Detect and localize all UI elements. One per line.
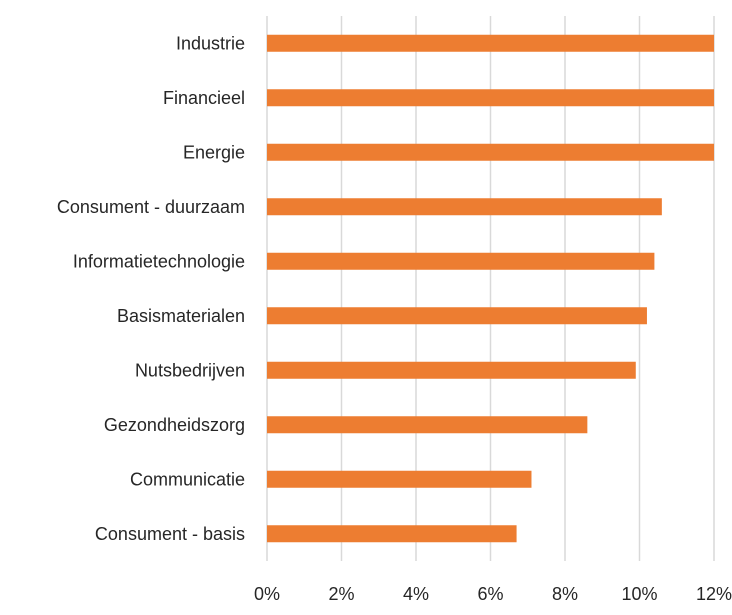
bar bbox=[267, 34, 714, 52]
category-label: Energie bbox=[183, 142, 245, 162]
x-tick-label: 12% bbox=[696, 584, 732, 604]
category-label: Consument - basis bbox=[95, 524, 245, 544]
bar bbox=[267, 470, 532, 488]
bar bbox=[267, 198, 662, 216]
category-label: Nutsbedrijven bbox=[135, 360, 245, 380]
bar bbox=[267, 307, 647, 325]
category-labels: Industrie Financieel Energie Consument - du… bbox=[57, 33, 245, 544]
bar bbox=[267, 252, 655, 270]
x-tick-label: 2% bbox=[328, 584, 354, 604]
x-tick-label: 8% bbox=[552, 584, 578, 604]
category-label: Gezondheidszorg bbox=[104, 415, 245, 435]
x-tick-label: 4% bbox=[403, 584, 429, 604]
x-tick-label: 0% bbox=[254, 584, 280, 604]
bar bbox=[267, 89, 714, 107]
gridlines bbox=[266, 16, 715, 561]
bars bbox=[267, 34, 714, 543]
category-label: Consument - duurzaam bbox=[57, 197, 245, 217]
category-label: Communicatie bbox=[130, 469, 245, 489]
bar bbox=[267, 143, 714, 161]
bar bbox=[267, 525, 517, 543]
x-tick-label: 10% bbox=[621, 584, 657, 604]
x-tick-label: 6% bbox=[477, 584, 503, 604]
category-label: Basismaterialen bbox=[117, 306, 245, 326]
bar bbox=[267, 361, 636, 379]
x-tick-labels: 0% 2% 4% 6% 8% 10% 12% bbox=[254, 584, 732, 604]
bar bbox=[267, 416, 588, 434]
category-label: Financieel bbox=[163, 88, 245, 108]
category-label: Informatietechnologie bbox=[73, 251, 245, 271]
category-label: Industrie bbox=[176, 33, 245, 53]
